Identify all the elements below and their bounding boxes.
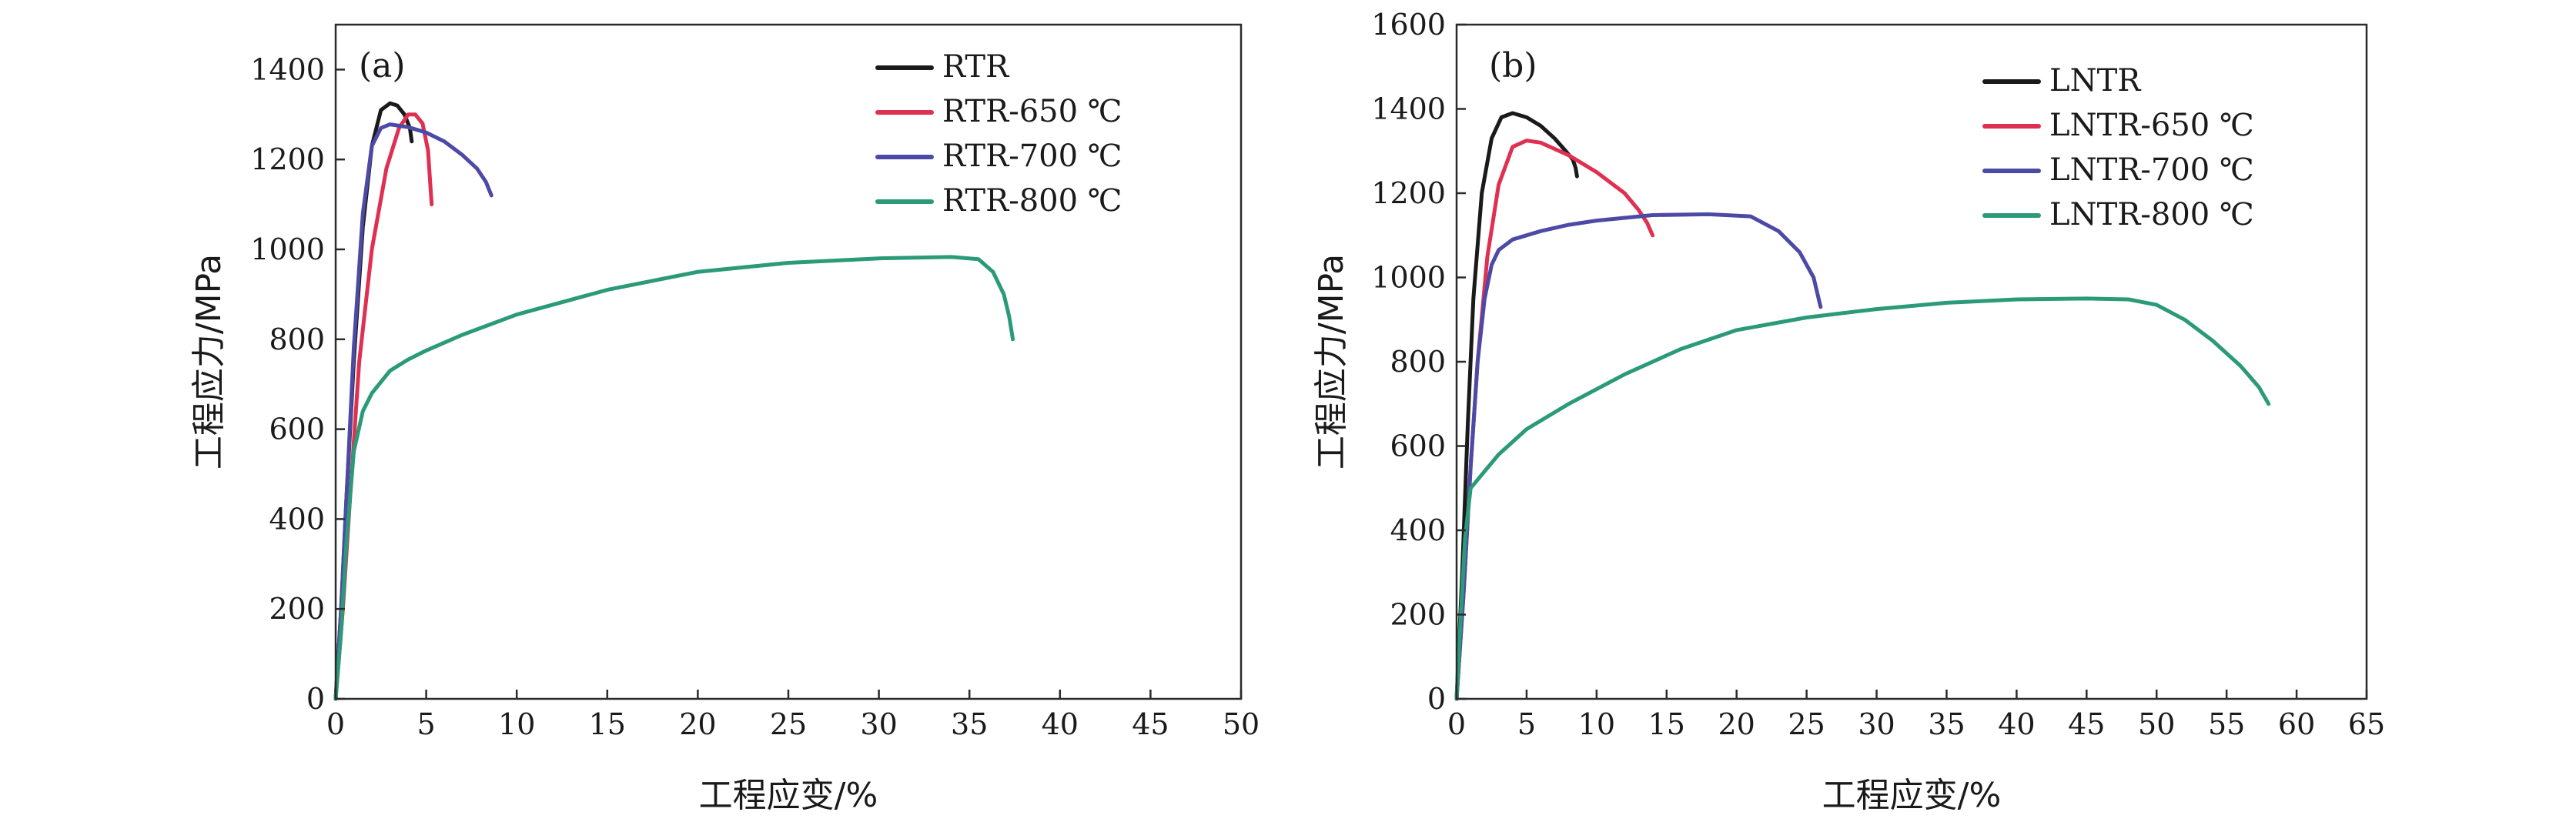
y-tick-label: 1000 xyxy=(250,232,325,266)
legend-label: LNTR xyxy=(2049,63,2142,99)
x-tick-label: 45 xyxy=(1132,707,1169,741)
y-tick-label: 800 xyxy=(269,322,325,356)
y-tick-label: 200 xyxy=(1390,598,1446,632)
x-tick-label: 30 xyxy=(1858,707,1895,741)
x-tick-label: 60 xyxy=(2278,707,2315,741)
x-tick-label: 35 xyxy=(951,707,988,741)
x-tick-label: 50 xyxy=(2138,707,2175,741)
series-line-1 xyxy=(333,101,414,701)
legend-label: RTR xyxy=(942,49,1010,85)
x-tick-label: 30 xyxy=(860,707,897,741)
series-line-2 xyxy=(1454,139,1655,701)
y-tick-label: 1600 xyxy=(1371,8,1446,42)
series-line-4 xyxy=(333,255,1015,701)
x-axis-title: 工程应变/% xyxy=(699,776,878,815)
y-tick-label: 400 xyxy=(269,502,325,536)
x-tick-label: 10 xyxy=(1578,707,1615,741)
y-tick-label: 1000 xyxy=(1371,261,1446,295)
legend-label: RTR-650 ℃ xyxy=(942,94,1122,129)
y-tick-label: 800 xyxy=(1390,345,1446,379)
x-tick-label: 50 xyxy=(1223,707,1260,741)
y-tick-label: 1200 xyxy=(250,142,325,176)
x-tick-label: 40 xyxy=(1998,707,2035,741)
legend-label: LNTR-650 ℃ xyxy=(2049,108,2254,143)
x-tick-label: 0 xyxy=(326,707,345,741)
legend-label: LNTR-700 ℃ xyxy=(2049,152,2254,188)
x-tick-label: 15 xyxy=(589,707,626,741)
panel-label: (b) xyxy=(1489,46,1537,85)
y-tick-label: 400 xyxy=(1390,513,1446,547)
y-axis-title: 工程应力/MPa xyxy=(1312,254,1351,469)
x-tick-label: 65 xyxy=(2348,707,2385,741)
x-tick-label: 5 xyxy=(417,707,436,741)
x-tick-label: 5 xyxy=(1517,707,1536,741)
x-tick-label: 45 xyxy=(2068,707,2105,741)
y-tick-label: 600 xyxy=(269,413,325,446)
y-tick-label: 1200 xyxy=(1371,176,1446,210)
x-tick-label: 35 xyxy=(1928,707,1965,741)
x-tick-label: 25 xyxy=(770,707,807,741)
series-line-3 xyxy=(333,122,493,701)
x-tick-label: 25 xyxy=(1788,707,1825,741)
y-tick-label: 1400 xyxy=(1371,92,1446,126)
chart-panel-b: 0 5 10 15 20 25 30 35 40 45 50 55 60 65 0 200 400 600 800 1… xyxy=(1312,8,2385,815)
series-line-4 xyxy=(1454,296,2271,701)
x-tick-label: 40 xyxy=(1042,707,1079,741)
y-tick-label: 200 xyxy=(269,592,325,626)
y-tick-label: 600 xyxy=(1390,429,1446,463)
panel-label: (a) xyxy=(359,46,406,85)
x-axis-title: 工程应变/% xyxy=(1822,776,2002,815)
chart-panel-a: 0 5 10 15 20 25 30 35 40 45 50 0 200 400 600 800 1000 120… xyxy=(189,23,1260,815)
x-tick-label: 10 xyxy=(498,707,535,741)
x-tick-label: 55 xyxy=(2208,707,2245,741)
x-tick-label: 15 xyxy=(1648,707,1685,741)
y-axis-title: 工程应力/MPa xyxy=(189,254,229,469)
legend-label: LNTR-800 ℃ xyxy=(2049,197,2254,232)
x-tick-label: 20 xyxy=(679,707,716,741)
x-tick-label: 20 xyxy=(1718,707,1755,741)
y-tick-label: 1400 xyxy=(250,52,325,86)
x-tick-label: 0 xyxy=(1447,707,1466,741)
y-tick-label: 0 xyxy=(1427,682,1446,716)
y-tick-label: 0 xyxy=(306,682,325,716)
series-line-3 xyxy=(1454,212,1823,701)
legend-label: RTR-800 ℃ xyxy=(942,183,1122,219)
legend-label: RTR-700 ℃ xyxy=(942,139,1122,174)
